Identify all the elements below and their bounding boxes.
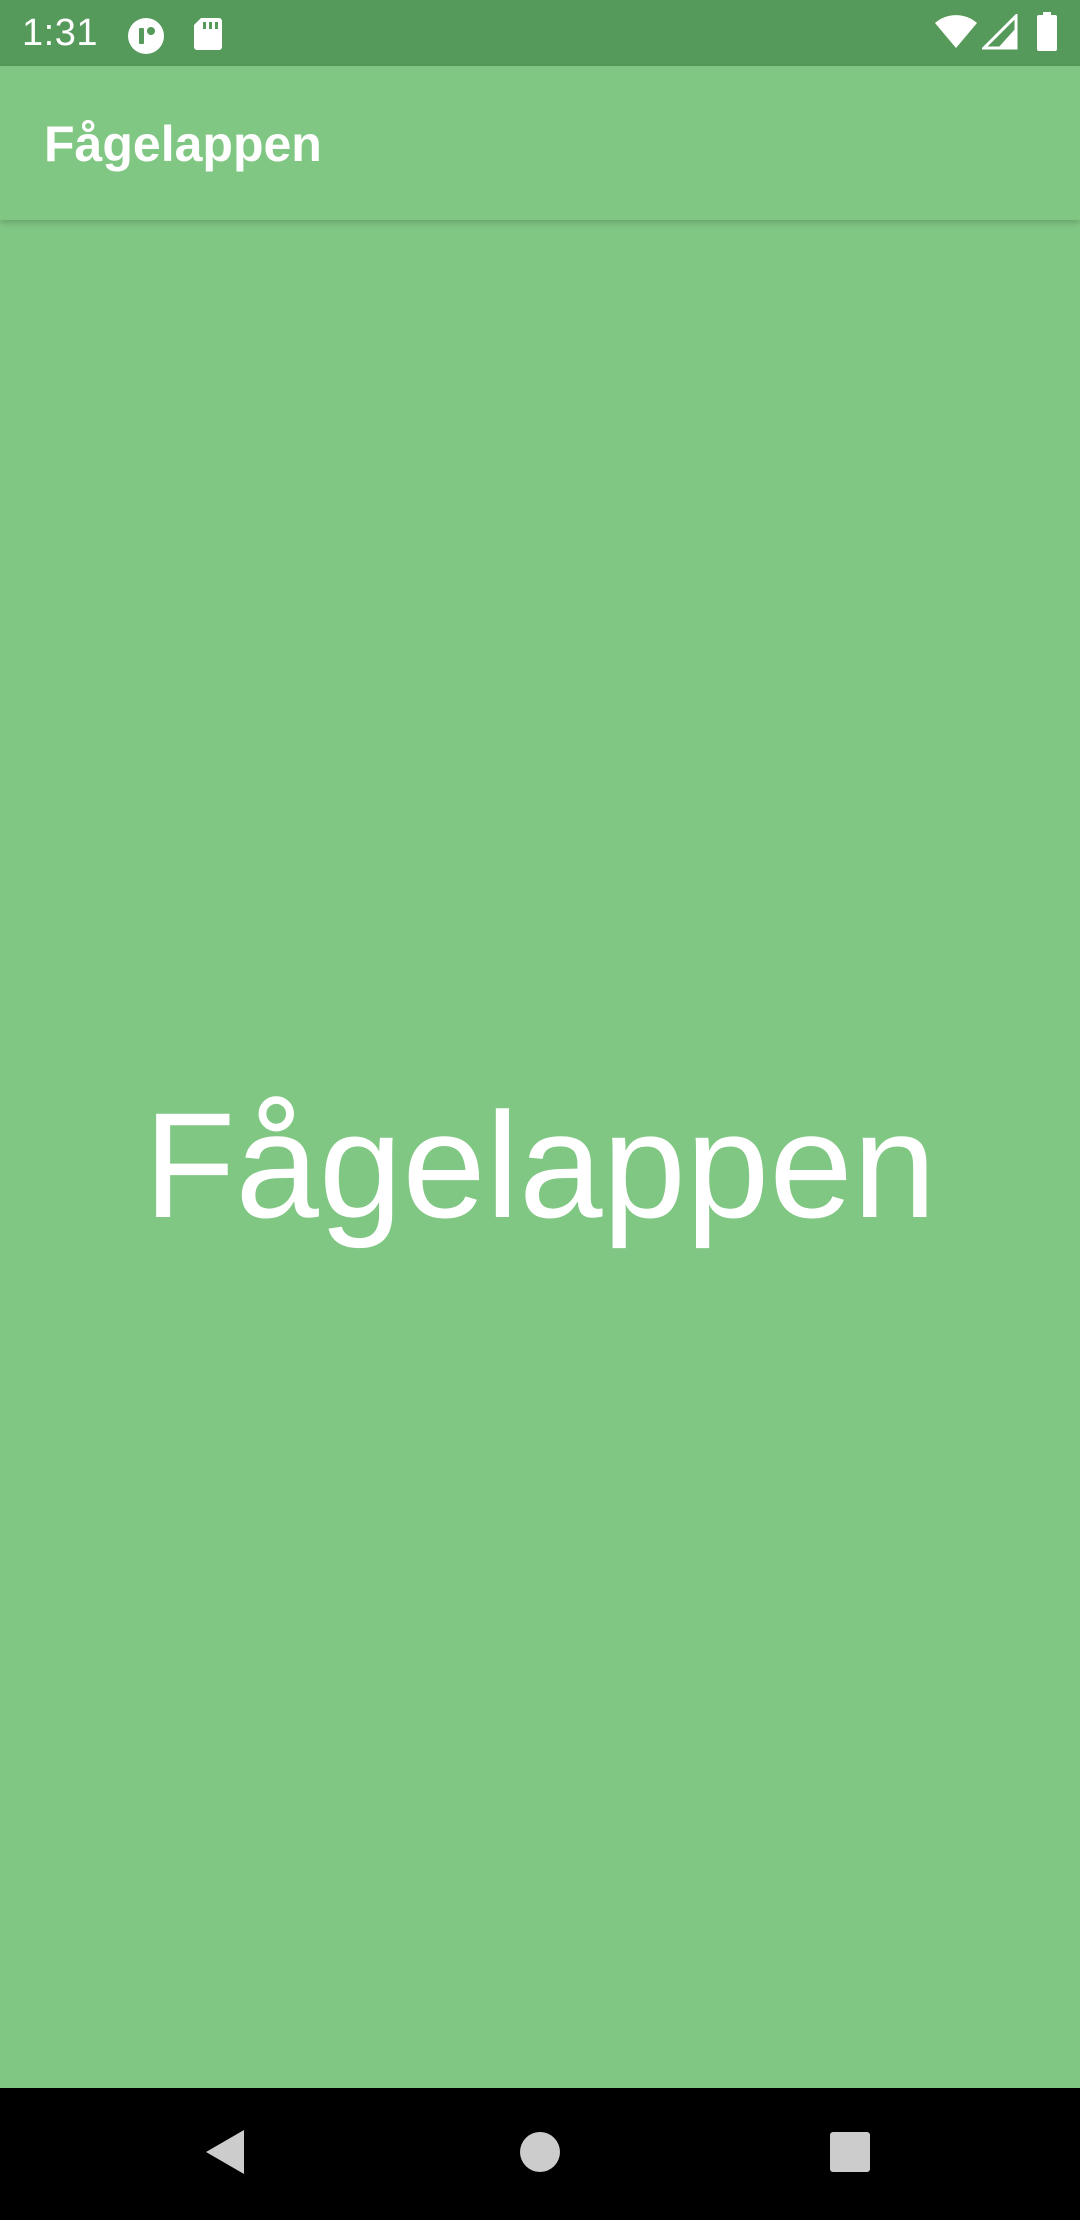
back-icon xyxy=(204,2128,248,2181)
status-bar: 1:31 xyxy=(0,0,1080,66)
app-notification-icon xyxy=(126,16,166,61)
sd-card-icon xyxy=(192,16,224,57)
battery-icon xyxy=(1036,12,1058,57)
recents-icon xyxy=(829,2131,871,2178)
home-button[interactable] xyxy=(496,2110,584,2198)
status-time: 1:31 xyxy=(22,12,98,54)
main-content: Fågelappen xyxy=(0,220,1080,2088)
back-button[interactable] xyxy=(182,2110,270,2198)
navigation-bar xyxy=(0,2088,1080,2220)
app-bar: Fågelappen xyxy=(0,66,1080,220)
app-title: Fågelappen xyxy=(44,116,322,172)
home-icon xyxy=(519,2131,561,2178)
center-label: Fågelappen xyxy=(143,1081,937,1249)
cell-signal-icon xyxy=(980,12,1018,55)
recents-button[interactable] xyxy=(806,2110,894,2198)
wifi-icon xyxy=(934,14,978,55)
